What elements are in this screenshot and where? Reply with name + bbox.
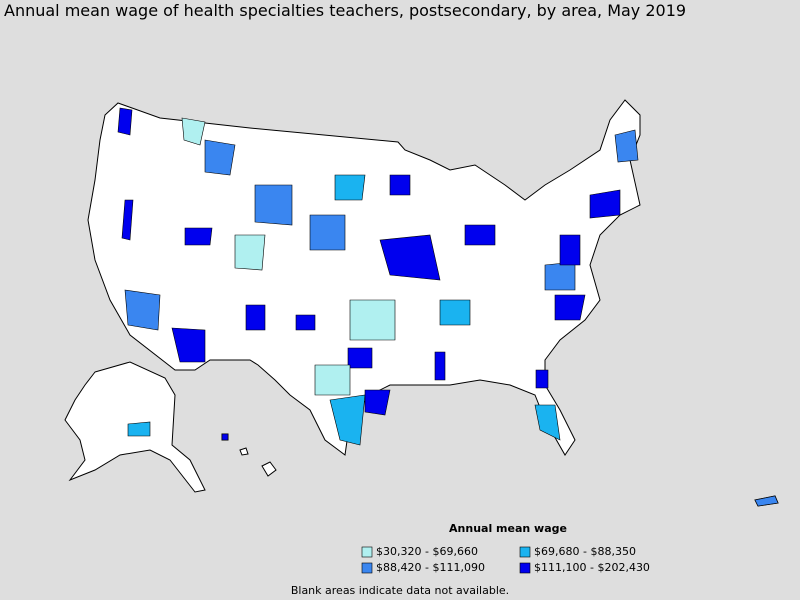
wage-area	[171, 327, 206, 363]
footnote: Blank areas indicate data not available.	[291, 584, 509, 597]
wage-area	[221, 433, 229, 441]
legend: $30,320 - $69,660 $69,680 - $88,350 $88,42…	[361, 545, 650, 574]
map-title: Annual mean wage of health specialties t…	[4, 1, 686, 20]
wage-area	[544, 261, 576, 291]
wage-area	[535, 369, 549, 389]
wage-area	[117, 107, 133, 136]
wage-area	[349, 299, 396, 341]
legend-label: $111,100 - $202,430	[534, 561, 650, 574]
wage-area	[121, 199, 134, 241]
wage-area	[559, 234, 581, 266]
wage-area	[234, 234, 266, 271]
wage-area	[254, 184, 293, 226]
wage-area	[534, 404, 561, 441]
wage-area	[124, 289, 161, 331]
wage-area	[389, 174, 411, 196]
wage-area	[347, 347, 373, 369]
legend-swatch	[361, 546, 373, 558]
wage-area	[314, 364, 351, 396]
wage-area	[204, 139, 236, 176]
legend-label: $69,680 - $88,350	[534, 545, 636, 558]
legend-label: $30,320 - $69,660	[376, 545, 478, 558]
wage-area	[309, 214, 346, 251]
wage-area	[614, 129, 639, 163]
wage-area	[434, 351, 446, 381]
legend-swatch	[361, 562, 373, 574]
legend-title: Annual mean wage	[449, 522, 567, 535]
wage-area	[364, 389, 391, 416]
wage-area	[589, 189, 621, 219]
wage-area	[295, 314, 316, 331]
wage-area	[127, 421, 151, 437]
hawaii	[261, 461, 277, 477]
wage-area	[329, 394, 366, 446]
wage-area	[439, 299, 471, 326]
wage-area	[754, 495, 779, 507]
wage-areas	[117, 107, 779, 507]
wage-area	[245, 304, 266, 331]
legend-swatch	[519, 562, 531, 574]
wage-area	[464, 224, 496, 246]
legend-label: $88,420 - $111,090	[376, 561, 485, 574]
wage-area	[379, 234, 441, 281]
us-mainland	[87, 99, 641, 456]
wage-area	[181, 117, 206, 146]
wage-area	[554, 294, 586, 321]
wage-area	[184, 227, 213, 246]
legend-swatch	[519, 546, 531, 558]
wage-area	[334, 174, 366, 201]
hawaii	[239, 447, 249, 456]
